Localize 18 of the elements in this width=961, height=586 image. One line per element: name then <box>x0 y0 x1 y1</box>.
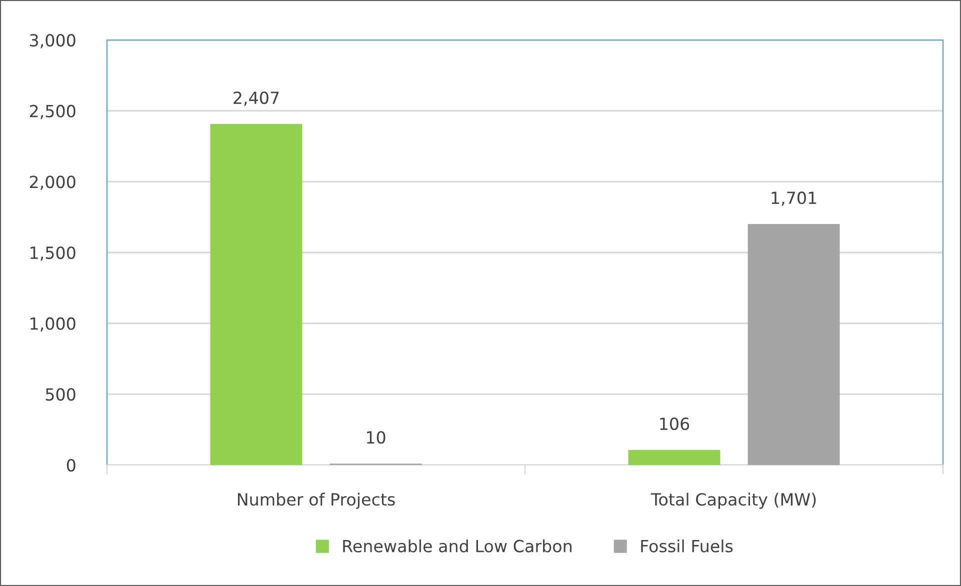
data-label: 1,701 <box>772 192 816 206</box>
y-tick-label: 1,000 <box>30 317 76 332</box>
y-tick-label: 0 <box>66 458 76 472</box>
bar <box>210 124 302 465</box>
bar <box>748 224 840 465</box>
bar <box>628 450 720 465</box>
legend-label: Fossil Fuels <box>641 540 733 552</box>
y-tick-label: 2,500 <box>30 104 76 120</box>
x-tick-label: Total Capacity (MW) <box>650 492 816 509</box>
data-label: 2,407 <box>234 92 279 106</box>
y-tick-label: 500 <box>46 388 76 401</box>
y-tick-label: 1,500 <box>30 246 76 261</box>
y-tick-label: 3,000 <box>30 34 76 48</box>
data-label: 10 <box>367 431 386 444</box>
legend-label: Renewable and Low Carbon <box>343 540 572 552</box>
y-tick-label: 2,000 <box>30 176 76 190</box>
x-tick-label: Number of Projects <box>238 492 395 509</box>
data-label: 106 <box>660 417 690 430</box>
